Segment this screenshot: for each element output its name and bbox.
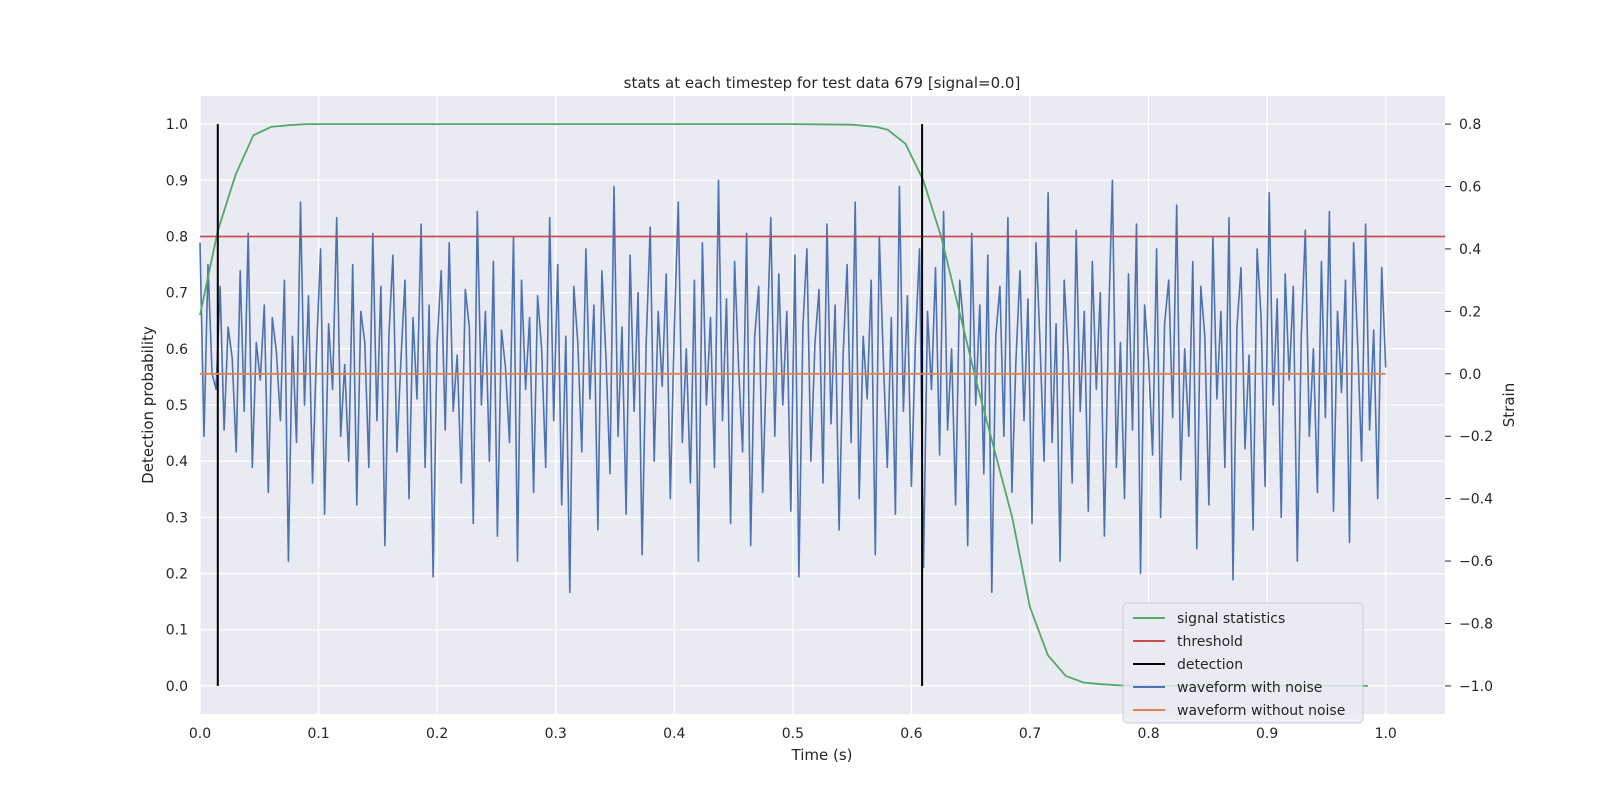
x-tick-label: 0.9 (1256, 726, 1278, 742)
y-right-tick-label: −0.4 (1459, 492, 1493, 508)
legend-label: waveform without noise (1177, 703, 1345, 719)
y-right-tick-label: −0.6 (1459, 554, 1493, 570)
y-left-tick-label: 0.6 (166, 342, 188, 358)
y-right-tick-label: 0.0 (1459, 367, 1481, 383)
x-tick-label: 0.2 (426, 726, 448, 742)
x-tick-label: 0.5 (782, 726, 804, 742)
y-right-tick-label: 0.6 (1459, 180, 1481, 196)
y-right-tick-label: −1.0 (1459, 679, 1493, 695)
x-tick-label: 0.6 (900, 726, 922, 742)
signal-statistics-line (199, 123, 1368, 687)
y-left-tick-labels: 0.0 0.1 0.2 0.3 0.4 0.5 0.6 0.7 0.8 0.9 1.0 (166, 117, 188, 695)
x-tick-label: 1.0 (1375, 726, 1397, 742)
y-left-tick-label: 0.7 (166, 286, 188, 302)
y-right-tick-label: −0.2 (1459, 429, 1493, 445)
legend-box (1122, 602, 1364, 724)
x-tick-label: 0.4 (663, 726, 685, 742)
y-left-tick-label: 0.3 (166, 510, 188, 526)
y-left-tick-label: 0.5 (166, 398, 188, 414)
y-left-tick-label: 0.4 (166, 454, 188, 470)
y-left-tick-label: 0.9 (166, 173, 188, 189)
x-tick-label: 0.0 (189, 726, 211, 742)
series-layer (199, 123, 1445, 687)
y-left-tick-label: 1.0 (166, 117, 188, 133)
x-tick-label: 0.7 (1019, 726, 1041, 742)
legend-label: waveform with noise (1177, 680, 1322, 696)
y-right-axis-label: Strain (1500, 383, 1518, 427)
y-left-tick-label: 0.1 (166, 623, 188, 639)
y-left-tick-label: 0.0 (166, 679, 188, 695)
y-right-tick-label: 0.8 (1459, 117, 1481, 133)
x-tick-label: 0.8 (1137, 726, 1159, 742)
legend-label: threshold (1177, 634, 1243, 650)
y-left-axis-label: Detection probability (139, 326, 157, 484)
y-right-tick-labels: −1.0 −0.8 −0.6 −0.4 −0.2 0.0 0.2 0.4 0.6 0.8 (1445, 117, 1493, 695)
x-tick-labels: 0.0 0.1 0.2 0.3 0.4 0.5 0.6 0.7 0.8 0.9 1.0 (189, 726, 1397, 742)
waveform-with-noise-line (199, 179, 1387, 594)
x-axis-label: Time (s) (791, 746, 853, 764)
legend-items: signal statistics threshold detection wavef… (1133, 611, 1345, 719)
y-right-tick-label: −0.8 (1459, 616, 1493, 632)
legend-label: detection (1177, 657, 1243, 673)
y-right-tick-label: 0.2 (1459, 304, 1481, 320)
y-left-tick-label: 0.2 (166, 567, 188, 583)
legend: signal statistics threshold detection wavef… (1122, 602, 1364, 724)
chart-title: stats at each timestep for test data 679… (624, 74, 1021, 92)
y-right-tick-label: 0.4 (1459, 242, 1481, 258)
x-tick-label: 0.1 (307, 726, 329, 742)
y-left-tick-label: 0.8 (166, 229, 188, 245)
legend-label: signal statistics (1177, 611, 1285, 627)
x-tick-label: 0.3 (545, 726, 567, 742)
